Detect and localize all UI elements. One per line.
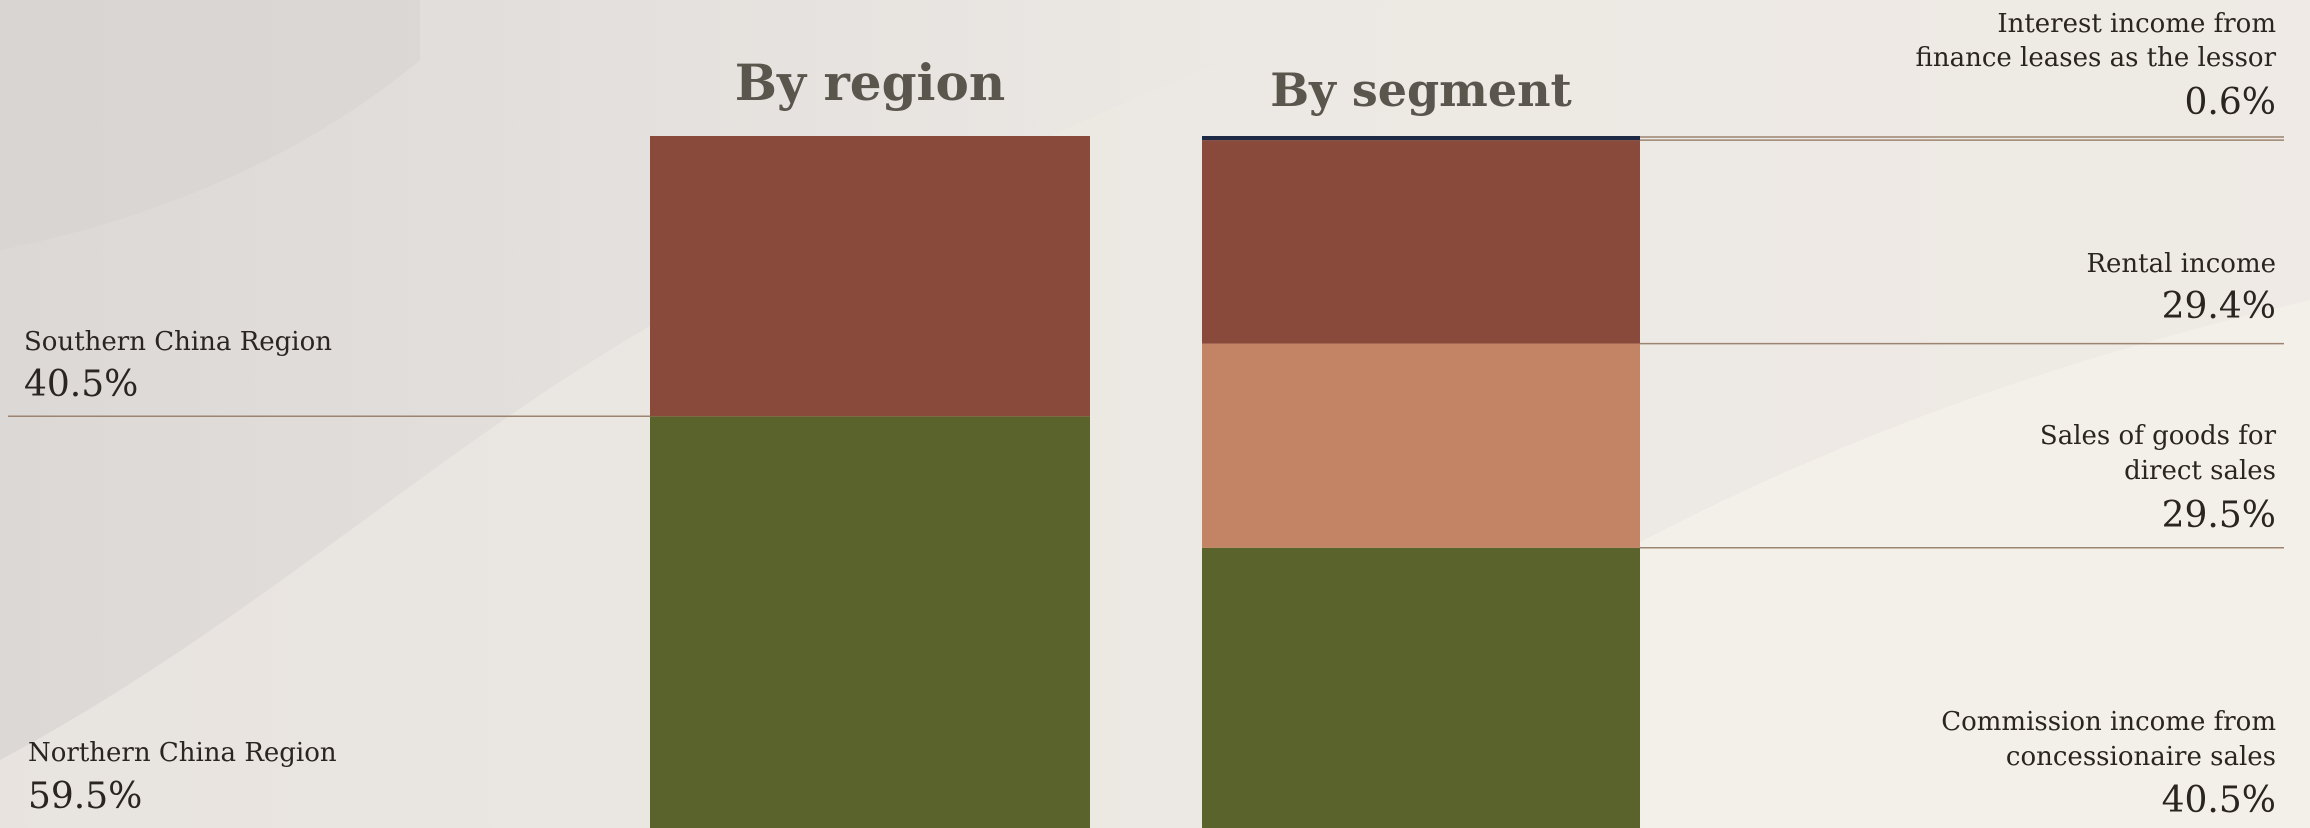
- segment-chart-title: By segment: [1270, 63, 1572, 117]
- label-northern-china-region: Northern China Region: [28, 738, 337, 768]
- region-chart-group: By region Southern China Region 40.5% North…: [8, 53, 1090, 828]
- label-commission-income-line1: Commission income from: [1941, 707, 2276, 737]
- label-rental-income: Rental income: [2086, 249, 2276, 279]
- value-sales-of-goods-for-direct-sales: 29.5%: [2162, 495, 2276, 536]
- segment-chart-group: By segment Interest income from finance le…: [1202, 9, 2284, 828]
- bar-segment-sales-of-goods-for-direct-sales: [1202, 343, 1640, 548]
- bar-segment-interest-income-from-finance-leases-as-the-lessor: [1202, 136, 1640, 141]
- value-northern-china-region: 59.5%: [28, 776, 142, 817]
- bar-segment-southern-china-region: [650, 136, 1090, 417]
- value-interest-income-from-finance-leases-as-the-lessor: 0.6%: [2185, 82, 2276, 123]
- bar-segment-commission-income-from-concessionaire-sales: [1202, 547, 1640, 828]
- bar-segment-northern-china-region: [650, 416, 1090, 828]
- label-southern-china-region: Southern China Region: [24, 327, 332, 357]
- label-sales-of-goods-line1: Sales of goods for: [2040, 421, 2277, 451]
- label-interest-income-line2: finance leases as the lessor: [1915, 43, 2276, 73]
- label-interest-income-line1: Interest income from: [1997, 9, 2276, 39]
- bar-segment-rental-income: [1202, 140, 1640, 344]
- label-commission-income-line2: concessionaire sales: [2006, 742, 2276, 772]
- value-commission-income-from-concessionaire-sales: 40.5%: [2162, 780, 2276, 821]
- value-southern-china-region: 40.5%: [24, 364, 138, 405]
- region-chart-title: By region: [735, 53, 1006, 112]
- label-sales-of-goods-line2: direct sales: [2124, 456, 2276, 486]
- value-rental-income: 29.4%: [2162, 286, 2276, 327]
